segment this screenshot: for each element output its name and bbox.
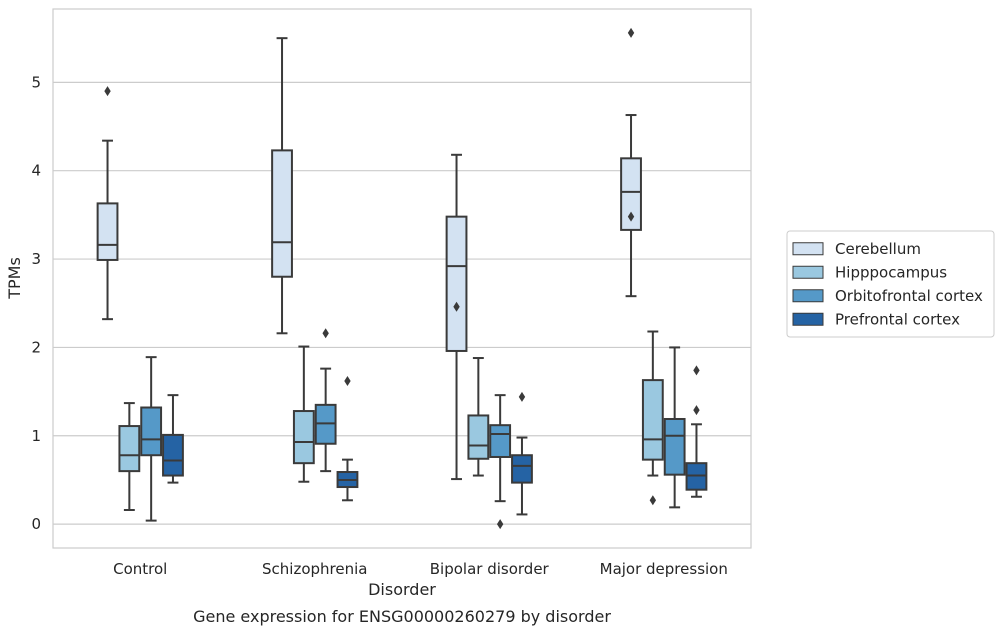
- x-tick-label: Bipolar disorder: [430, 560, 550, 578]
- outlier-marker: [104, 86, 111, 97]
- y-tick-labels: 0 1 2 3 4 5: [31, 73, 41, 533]
- outlier-marker: [344, 375, 351, 386]
- box-control-hipppocampus: [118, 402, 141, 512]
- box-bipolar-disorder-hipppocampus: [467, 357, 490, 477]
- box-control-prefrontal-cortex: [162, 394, 184, 484]
- box-iqr: [445, 215, 468, 352]
- x-tick-label: Major depression: [600, 560, 728, 578]
- y-tick-label: 5: [31, 73, 41, 91]
- box-iqr: [271, 149, 293, 278]
- box-iqr: [96, 202, 119, 261]
- y-tick-label: 2: [31, 338, 41, 356]
- box-control-orbitofrontal-cortex: [140, 356, 163, 522]
- box-major-depression-cerebellum: [620, 27, 642, 298]
- box-iqr: [467, 414, 490, 460]
- outlier-marker: [627, 27, 635, 38]
- outlier-marker: [518, 391, 526, 402]
- outlier-marker: [693, 365, 700, 376]
- box-iqr: [140, 406, 163, 457]
- box-major-depression-orbitofrontal-cortex: [663, 346, 686, 509]
- box-control-cerebellum: [96, 86, 119, 321]
- legend-swatch: [792, 289, 824, 303]
- box-schizophrenia-orbitofrontal-cortex: [314, 328, 337, 473]
- outlier-marker: [627, 211, 635, 222]
- plot-frame: [52, 8, 752, 549]
- chart-title: Gene expression for ENSG00000260279 by d…: [193, 607, 611, 626]
- legend: Cerebellum Hipppocampus Orbitofrontal cort…: [786, 230, 995, 338]
- x-tick-label: Schizophrenia: [262, 560, 367, 578]
- outlier-marker: [322, 328, 329, 339]
- y-tick-label: 1: [31, 427, 41, 445]
- box-major-depression-hipppocampus: [641, 330, 664, 506]
- box-major-depression-prefrontal-cortex: [685, 365, 708, 498]
- legend-frame: [786, 230, 995, 338]
- x-tick-labels: Control Schizophrenia Bipolar disorder Majo…: [113, 560, 728, 578]
- legend-label: Prefrontal cortex: [835, 310, 960, 328]
- box-schizophrenia-cerebellum: [271, 37, 293, 335]
- box-bipolar-disorder-cerebellum: [445, 153, 468, 481]
- box-bipolar-disorder-orbitofrontal-cortex: [489, 394, 512, 530]
- legend-label: Orbitofrontal cortex: [835, 287, 983, 305]
- y-axis-label: TPMs: [5, 257, 24, 300]
- legend-swatch: [792, 312, 824, 326]
- box-iqr: [292, 410, 315, 465]
- box-iqr: [118, 425, 141, 473]
- box-series: [96, 27, 708, 530]
- legend-label: Hipppocampus: [835, 263, 947, 281]
- y-tick-label: 4: [31, 162, 41, 180]
- legend-swatch: [792, 242, 824, 256]
- x-tick-label: Control: [113, 560, 167, 578]
- box-iqr: [663, 417, 686, 476]
- y-tick-label: 0: [31, 515, 41, 533]
- outlier-marker: [453, 301, 460, 312]
- outlier-marker: [693, 405, 700, 416]
- box-bipolar-disorder-prefrontal-cortex: [511, 391, 533, 516]
- box-iqr: [641, 379, 664, 461]
- box-iqr: [511, 454, 533, 484]
- outlier-marker: [649, 495, 657, 506]
- box-iqr: [489, 424, 512, 458]
- box-iqr: [620, 157, 642, 231]
- x-axis-label: Disorder: [368, 580, 436, 599]
- box-schizophrenia-prefrontal-cortex: [336, 375, 359, 502]
- legend-label: Cerebellum: [835, 240, 921, 258]
- box-schizophrenia-hipppocampus: [292, 345, 315, 483]
- legend-swatch: [792, 265, 824, 279]
- box-iqr: [162, 433, 184, 477]
- outlier-marker: [496, 519, 504, 530]
- y-tick-label: 3: [31, 250, 41, 268]
